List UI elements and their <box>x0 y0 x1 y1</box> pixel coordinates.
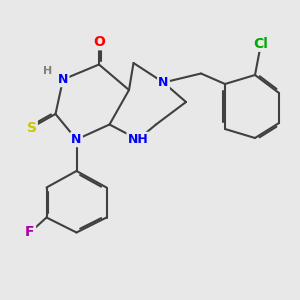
Text: N: N <box>58 73 68 86</box>
Text: NH: NH <box>128 133 148 146</box>
Text: O: O <box>93 35 105 49</box>
Text: N: N <box>158 76 169 89</box>
Text: N: N <box>71 133 82 146</box>
Text: Cl: Cl <box>254 37 268 50</box>
Text: H: H <box>44 65 52 76</box>
Text: S: S <box>26 121 37 134</box>
Text: F: F <box>25 226 35 239</box>
